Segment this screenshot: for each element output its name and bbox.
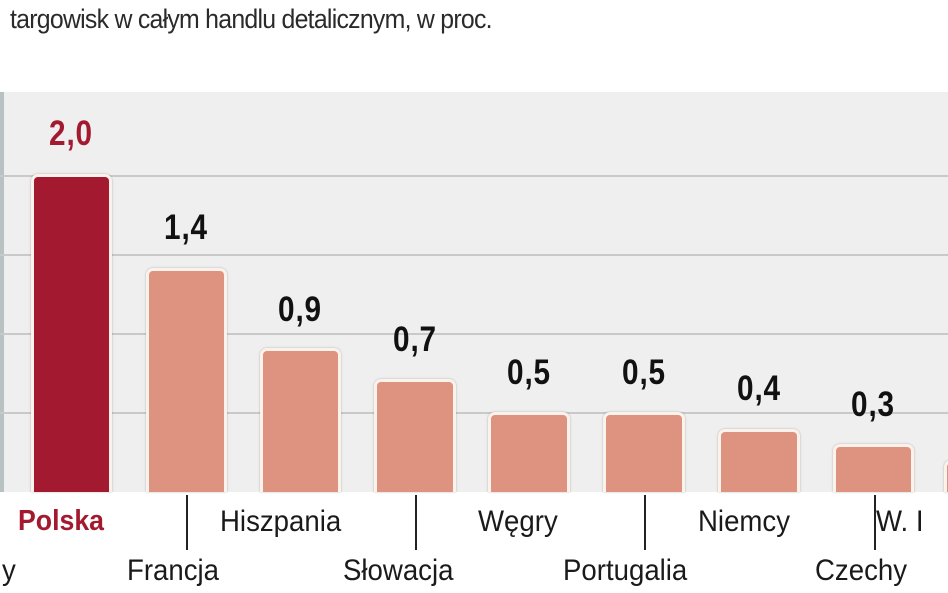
bar-wegry [488, 412, 570, 492]
bar-polska [31, 174, 112, 492]
plot-area [0, 92, 948, 492]
value-label-czechy: 0,3 [851, 385, 895, 424]
bar-francja [146, 268, 227, 492]
value-label-francja: 1,4 [164, 208, 208, 247]
gridline-1-0 [0, 333, 948, 335]
category-label-w-partial: W. I [876, 505, 924, 538]
category-label-portugalia: Portugalia [563, 554, 688, 587]
category-label-francja: Francja [127, 554, 220, 587]
category-label-niemcy: Niemcy [698, 505, 791, 538]
leader-line-portugalia [644, 495, 646, 550]
y-axis-line [0, 92, 4, 492]
bar-hiszpania [260, 348, 341, 492]
leader-line-slowacja [415, 495, 417, 550]
bar-portugalia [603, 412, 685, 492]
category-label-czechy: Czechy [815, 554, 908, 587]
bar-niemcy [718, 429, 800, 492]
value-label-polska: 2,0 [49, 114, 93, 153]
value-label-niemcy: 0,4 [737, 369, 781, 408]
bar-slowacja [374, 379, 456, 492]
category-label-hiszpania: Hiszpania [220, 505, 342, 538]
leader-line-francja [186, 495, 188, 550]
gridline-1-5 [0, 254, 948, 256]
bar-czechy [833, 444, 914, 492]
leader-line-czechy [874, 495, 876, 550]
value-label-wegry: 0,5 [507, 353, 551, 392]
chart-subtitle: targowisk w całym handlu detalicznym, w … [10, 4, 493, 34]
value-label-hiszpania: 0,9 [278, 290, 322, 329]
gridline-0-5 [0, 412, 948, 414]
category-label-slowacja: Słowacja [343, 554, 454, 587]
category-label-polska: Polska [18, 505, 105, 537]
bar-w-partial [944, 460, 948, 492]
value-label-slowacja: 0,7 [393, 320, 437, 359]
value-label-portugalia: 0,5 [622, 353, 666, 392]
gridline-2-0 [0, 175, 948, 177]
category-label-wegry: Węgry [478, 505, 558, 538]
category-label-partial-left: y [2, 554, 16, 587]
